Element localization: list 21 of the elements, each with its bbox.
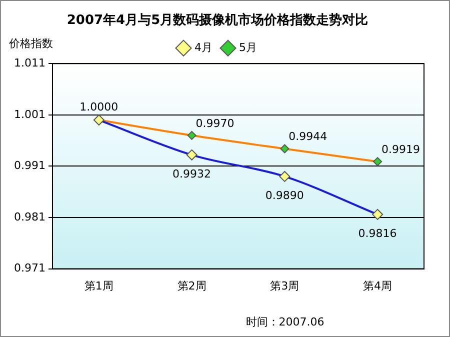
legend-label: 4月: [194, 40, 212, 54]
x-tick-label: 第1周: [84, 279, 114, 292]
data-label: 0.9944: [288, 130, 328, 144]
y-tick-label: 0.981: [14, 210, 46, 224]
data-label: 1.0000: [80, 100, 118, 114]
y-tick-label: 1.001: [14, 108, 46, 121]
data-label: 0.9932: [172, 167, 212, 180]
y-tick-label: 0.991: [14, 159, 46, 172]
data-label: 0.9970: [196, 116, 234, 130]
y-tick-label: 1.011: [14, 56, 46, 70]
legend-label: 5月: [239, 40, 257, 54]
x-tick-label: 第3周: [270, 279, 300, 292]
data-label: 0.9816: [358, 226, 397, 240]
y-axis-title: 价格指数: [8, 36, 53, 50]
data-label: 0.9919: [382, 142, 420, 156]
x-tick-label: 第4周: [363, 279, 392, 292]
chart-title: 2007年4月与5月数码摄像机市场价格指数走势对比: [66, 12, 368, 28]
y-tick-label: 0.971: [14, 262, 46, 275]
data-label: 0.9890: [265, 188, 304, 202]
text: 时间：2007.06: [246, 315, 324, 328]
x-tick-label: 第2周: [177, 279, 206, 292]
